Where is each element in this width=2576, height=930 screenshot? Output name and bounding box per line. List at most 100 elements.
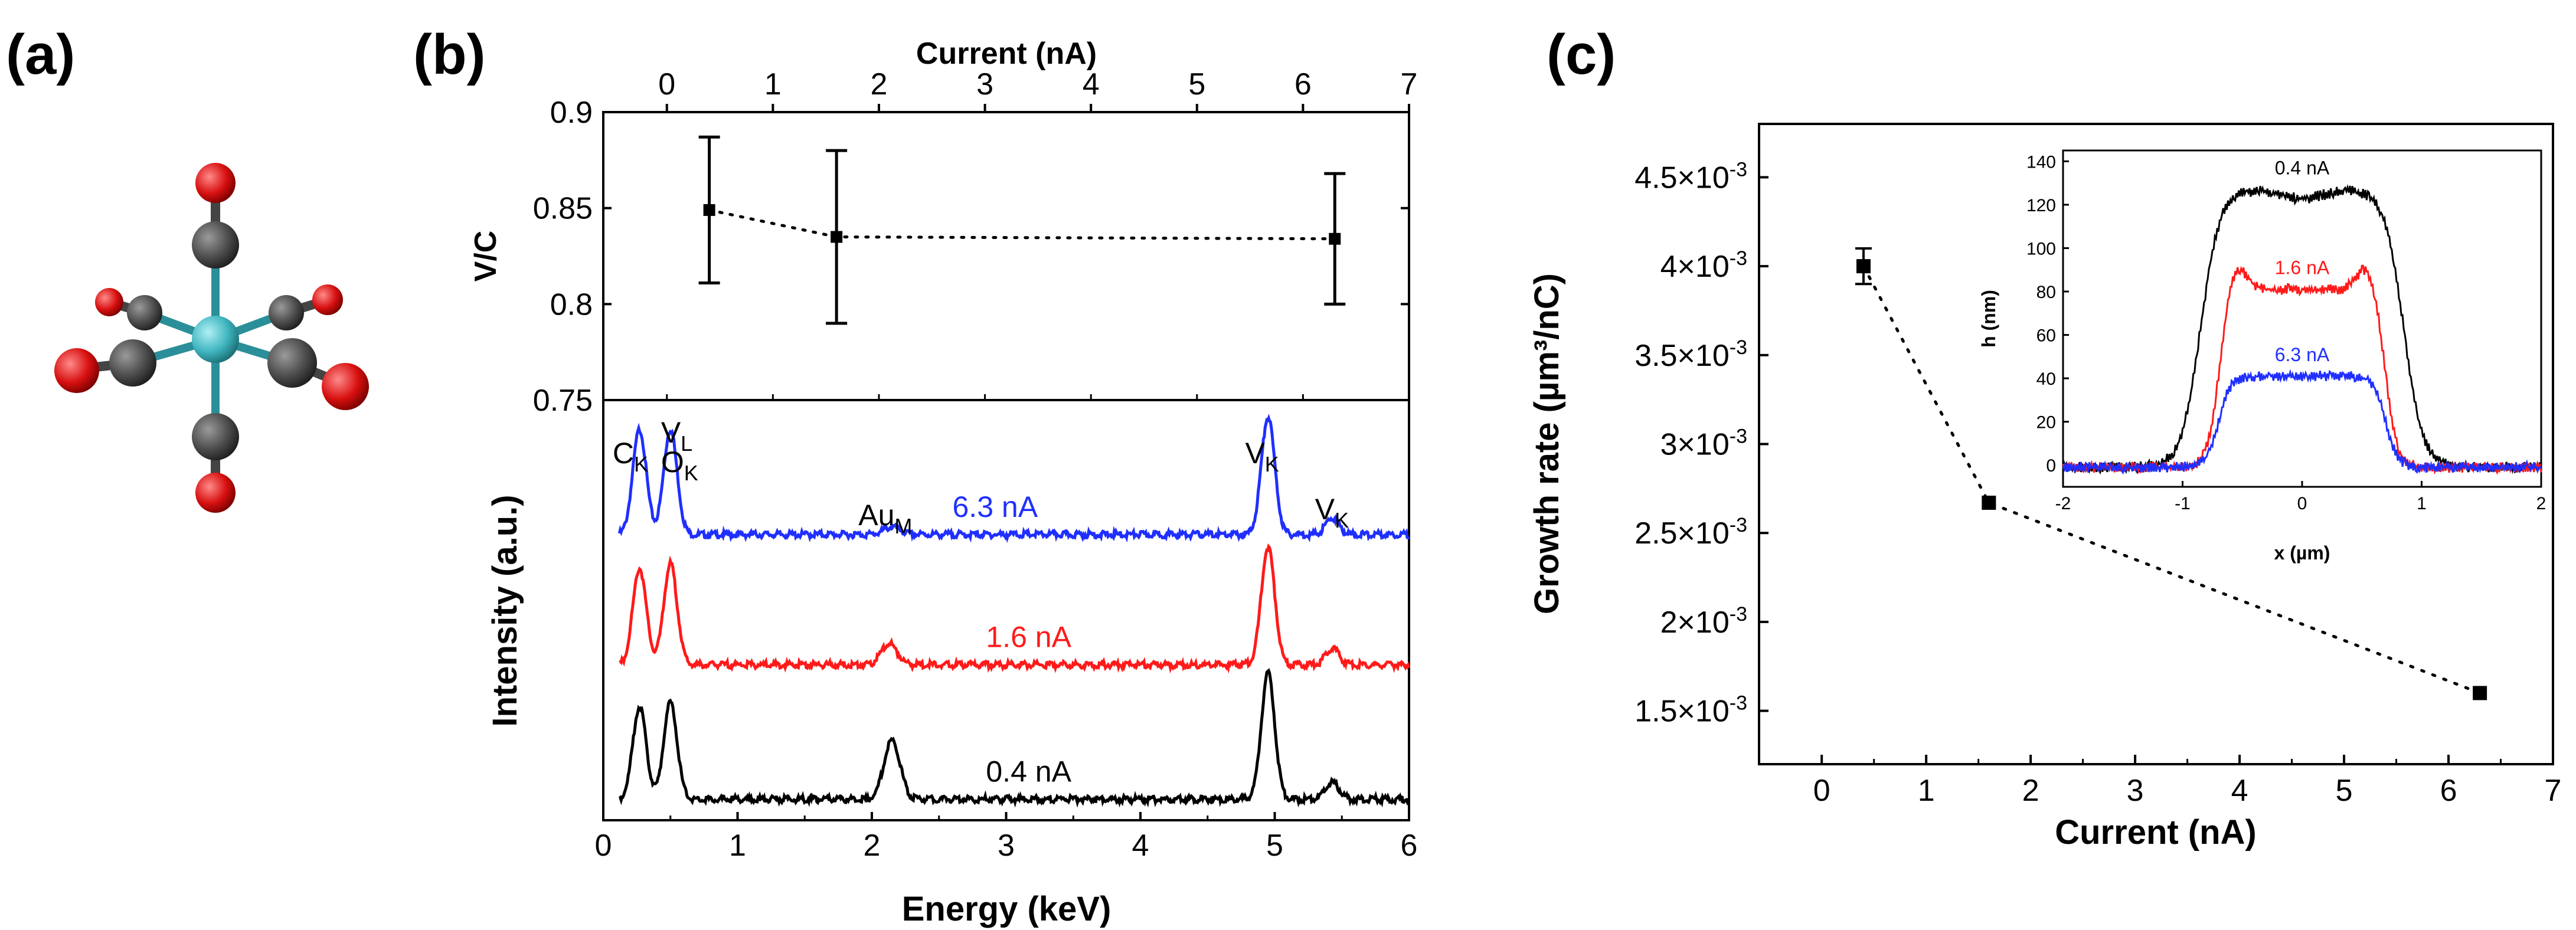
y-tick-label: 60 (2036, 326, 2056, 346)
peak-annotation: VK (1245, 437, 1279, 476)
peak-element: V (1315, 493, 1335, 526)
profile-label: 6.3 nA (2275, 344, 2330, 365)
vanadium-atom (192, 316, 239, 363)
y-tick-exponent: -3 (1730, 336, 1747, 359)
y-tick-multiplier: ×10 (1678, 339, 1730, 373)
y-tick-exponent: -3 (1730, 603, 1747, 626)
x-tick-label: 1 (2417, 494, 2427, 513)
x-tick-label: 0 (1813, 774, 1830, 808)
carbon-atom (127, 295, 162, 330)
spectrum-label: 0.4 nA (986, 755, 1071, 788)
x-tick-label: 1 (729, 829, 746, 863)
y-tick-label: 3×10-3 (1660, 425, 1747, 462)
y-tick-label: 40 (2036, 369, 2056, 389)
peak-annotation: AuM (858, 499, 912, 538)
peak-element: C (613, 437, 634, 470)
x-tick-label: 5 (2336, 774, 2353, 808)
data-point (703, 204, 715, 216)
x-tick-label: 5 (1266, 829, 1283, 863)
y-tick-mantissa: 2 (1660, 605, 1678, 640)
peak-shell: K (634, 452, 648, 476)
y-tick-mantissa: 2.5 (1634, 516, 1677, 551)
y-tick-label: 0.85 (533, 192, 593, 226)
spectrum-line (617, 414, 1410, 543)
y-tick-label: 0.8 (550, 287, 593, 322)
y-tick-exponent: -3 (1730, 247, 1747, 270)
oxygen-atom (195, 163, 236, 203)
data-point (831, 231, 843, 243)
profile-label: 0.4 nA (2275, 158, 2330, 179)
peak-element: Au (858, 499, 894, 532)
y-tick-mantissa: 3.5 (1634, 339, 1677, 373)
oxygen-atom (322, 363, 369, 410)
y-tick-exponent: -3 (1730, 514, 1747, 536)
plot-frame (602, 111, 1410, 401)
y-tick-mantissa: 1.5 (1634, 695, 1677, 729)
y-tick-label: 80 (2036, 283, 2056, 302)
data-point (1982, 495, 1996, 510)
x-tick-label: 5 (1188, 67, 1205, 101)
x-axis-label: Energy (keV) (902, 890, 1112, 928)
x-tick-label: 2 (871, 67, 888, 101)
peak-shell: K (684, 461, 698, 485)
peak-annotation: CK (613, 437, 648, 476)
profile-line (2062, 368, 2542, 475)
peak-shell: K (1265, 452, 1279, 476)
connecting-line (708, 208, 1336, 241)
x-tick-label: 4 (2231, 774, 2248, 808)
peak-annotation: VL (661, 416, 692, 456)
carbon-atom (192, 221, 239, 268)
panel-label-c: (c) (1547, 23, 1616, 86)
inset-x-axis-label: x (µm) (2274, 542, 2330, 564)
carbon-atom (267, 338, 317, 388)
y-tick-label: 2×10-3 (1660, 603, 1747, 640)
y-tick-exponent: -3 (1730, 158, 1747, 181)
x-tick-label: 2 (2536, 494, 2546, 513)
inset-y-axis-label: h (nm) (1978, 290, 1999, 348)
x-tick-label: 4 (1132, 829, 1149, 863)
x-tick-label: 6 (1294, 67, 1312, 101)
inset-frame (2062, 149, 2542, 488)
oxygen-atom (54, 348, 99, 393)
x-tick-label: 0 (595, 829, 612, 863)
profile-label: 1.6 nA (2275, 257, 2330, 279)
x-tick-label: 6 (2440, 774, 2457, 808)
peak-element: O (661, 446, 684, 479)
x-tick-label: 3 (2127, 774, 2144, 808)
panel-label-b: (b) (413, 23, 486, 86)
carbon-atom (109, 339, 156, 387)
growth-rate-chart: 0 1 2 3 4 5 6 71.5×10-32×10-32.5×10-33×10-33.5×… (1528, 123, 2561, 852)
y-tick-label: 140 (2026, 152, 2056, 172)
y-tick-exponent: -3 (1730, 425, 1747, 448)
x-tick-label: 1 (1918, 774, 1935, 808)
data-point (2473, 686, 2487, 700)
panel-label-a: (a) (6, 23, 75, 86)
x-tick-label: -1 (2175, 494, 2191, 513)
oxygen-atom (312, 284, 343, 315)
peak-element: V (661, 416, 681, 449)
y-tick-label: 120 (2026, 196, 2056, 215)
y-axis-label: Growth rate (µm³/nC) (1528, 273, 1566, 614)
peak-shell: L (681, 431, 692, 456)
y-tick-multiplier: ×10 (1678, 695, 1730, 729)
carbon-atom (269, 295, 304, 330)
vc-ratio-chart: 0 1 2 3 4 5 6 7 0.75 0.8 0.85 0.9 Current (nA) V/C (469, 37, 1417, 418)
y-tick-label: 0.75 (533, 384, 593, 418)
x-axis-label: Current (nA) (2055, 813, 2257, 852)
y-tick-label: 20 (2036, 413, 2056, 433)
peak-element: V (1245, 437, 1265, 470)
data-point (1856, 259, 1871, 274)
y-tick-multiplier: ×10 (1678, 250, 1730, 284)
y-tick-multiplier: ×10 (1678, 605, 1730, 640)
y-tick-label: 2.5×10-3 (1634, 514, 1747, 551)
spectrum-line (618, 668, 1410, 808)
y-tick-mantissa: 3 (1660, 428, 1678, 462)
x-tick-label: 4 (1083, 67, 1100, 101)
spectrum-label: 1.6 nA (986, 621, 1071, 654)
data-point (1329, 232, 1341, 245)
y-tick-label: 4.5×10-3 (1634, 158, 1747, 195)
x-tick-label: 7 (1401, 67, 1418, 101)
